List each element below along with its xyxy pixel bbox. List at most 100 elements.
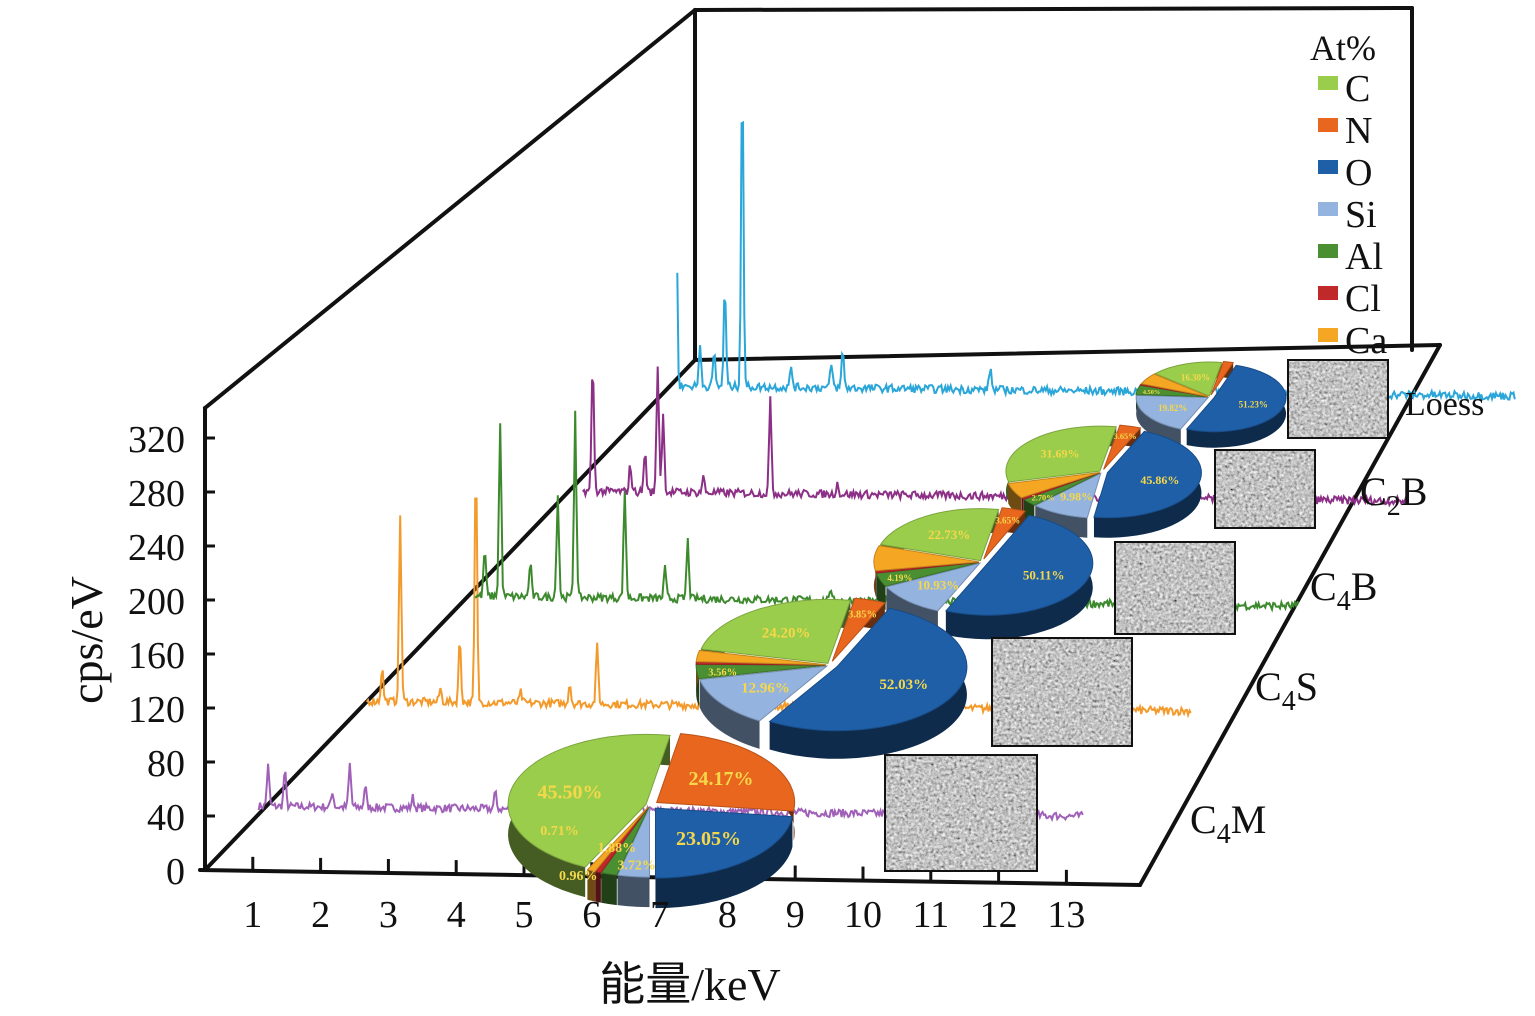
pie-slice-side-Cl <box>595 871 601 903</box>
pie-slice-Ca <box>695 649 827 666</box>
pie-label-N: 3.65% <box>1114 432 1137 441</box>
series-label-sub: 4 <box>1337 586 1351 617</box>
sem-border <box>884 754 1038 872</box>
series-label-main: Loess <box>1405 386 1484 423</box>
pie-label-Si: 3.72% <box>617 858 656 873</box>
series-label-C4B: C4B <box>1310 564 1377 617</box>
sem-image-C4M <box>884 754 1038 872</box>
legend-label-Cl: Cl <box>1345 278 1381 320</box>
pie-slice-C <box>700 598 852 664</box>
pie-label-Si: 12.96% <box>741 681 790 697</box>
pie-slice-N <box>655 733 796 812</box>
pie-slice-C <box>879 508 1000 562</box>
x-axis-title: 能量/keV <box>599 959 780 1010</box>
pie-slice-C <box>1154 361 1223 397</box>
pie-label-Cl: 0.71% <box>540 824 579 839</box>
pie-label-Al: 2.70% <box>1032 493 1055 502</box>
pie-charts: 16.30% 51.23% 19.82% 4.50% 31.69% 3.65% 45.86%… <box>507 361 1287 909</box>
pie-slice-N <box>831 597 886 662</box>
pie-slice-side-Cl <box>875 571 877 598</box>
pie-label-O: 52.03% <box>879 677 928 693</box>
pie-label-C: 16.30% <box>1181 372 1210 382</box>
pie-slice-Ca <box>873 545 979 572</box>
y-tick-label: 280 <box>128 473 185 515</box>
pie-slice-N <box>983 507 1026 560</box>
y-tick-label: 0 <box>166 851 185 893</box>
legend-swatch-Ca <box>1318 328 1338 342</box>
pie-C2B: 31.69% 3.65% 45.86% 9.98% 2.70% <box>1005 424 1202 538</box>
pie-C4B: 22.73% 3.65% 50.11% 10.93% 4.19% <box>873 507 1094 640</box>
sem-image-C2B <box>1214 449 1316 529</box>
sem-image-Loess <box>1287 359 1389 439</box>
sem-border <box>991 637 1133 747</box>
pie-label-Si: 19.82% <box>1158 403 1187 413</box>
sem-micrograph <box>992 638 1132 746</box>
pie-slice-Si <box>616 806 651 878</box>
pie-slice-side-O <box>769 608 967 759</box>
legend-swatch-Si <box>1318 202 1338 216</box>
pie-Loess: 16.30% 51.23% 19.82% 4.50% <box>1135 361 1287 448</box>
pie-slice-O <box>654 807 794 879</box>
pie-label-Al: 4.19% <box>887 573 912 583</box>
sem-micrograph <box>1288 360 1388 438</box>
x-tick-label: 3 <box>379 894 398 936</box>
pie-slice-Ca <box>1007 472 1100 499</box>
legend-title: At% <box>1310 28 1376 68</box>
pie-label-N: 3.65% <box>995 515 1020 525</box>
x-tick-label: 5 <box>515 894 534 936</box>
x-tick-label: 10 <box>844 894 882 936</box>
pie-slice-Ca <box>1140 373 1209 397</box>
pie-label-C: 22.73% <box>928 527 970 542</box>
sem-border <box>1114 541 1236 635</box>
sem-micrograph <box>885 755 1037 871</box>
sem-border <box>1287 359 1389 439</box>
pie-C4S: 24.20% 3.85% 52.03% 12.96% 3.56% <box>695 597 968 759</box>
back-top-edge <box>693 6 1414 12</box>
pie-slice-N <box>1210 361 1235 396</box>
x-tick-label: 8 <box>718 894 737 936</box>
pie-slice-side-Ca <box>587 869 595 902</box>
pie-slice-side-Si <box>617 875 650 908</box>
legend-swatch-Cl <box>1318 286 1338 300</box>
pie-slice-side-Al <box>601 872 617 906</box>
legend-label-O: O <box>1345 152 1372 194</box>
sem-image-C4S <box>991 637 1133 747</box>
series-label-tail: S <box>1296 664 1318 709</box>
pie-slice-O <box>1093 430 1202 519</box>
series-label-Loess: Loess <box>1405 386 1484 423</box>
x-tick-label: 12 <box>980 894 1018 936</box>
y-tick-label: 80 <box>147 743 185 785</box>
pie-label-Al: 3.56% <box>708 667 737 678</box>
x-tick-label: 9 <box>786 894 805 936</box>
series-label-sub: 4 <box>1217 819 1231 850</box>
legend-label-Al: Al <box>1345 236 1383 278</box>
x-tick-label: 4 <box>447 894 466 936</box>
floor-right-edge <box>1138 343 1442 887</box>
pie-slice-C <box>1005 425 1117 483</box>
pie-slice-C <box>507 733 671 868</box>
pie-slice-Ca <box>586 806 649 873</box>
pie-slice-N <box>1103 424 1142 470</box>
x-tick-label: 1 <box>243 894 262 936</box>
legend-swatch-Al <box>1318 244 1338 258</box>
pie-slice-Si <box>1135 394 1210 430</box>
x-tick-label: 2 <box>311 894 330 936</box>
top-left-edge <box>203 8 697 410</box>
sem-border <box>1214 449 1316 529</box>
sem-micrograph <box>1215 450 1315 528</box>
series-label-C4S: C4S <box>1255 664 1318 717</box>
pie-label-C: 24.20% <box>762 625 811 641</box>
sem-image-C4B <box>1114 541 1236 635</box>
y-tick-label: 240 <box>128 527 185 569</box>
legend-label-Si: Si <box>1345 194 1377 236</box>
floor-back-edge <box>693 343 1442 362</box>
sem-images <box>884 359 1389 872</box>
pie-label-Ca: 0.96% <box>559 869 598 884</box>
x-tick-label: 6 <box>582 894 601 936</box>
series-label-main: C <box>1360 469 1387 514</box>
pie-slice-side-Al <box>876 573 886 611</box>
y-tick-label: 120 <box>128 689 185 731</box>
